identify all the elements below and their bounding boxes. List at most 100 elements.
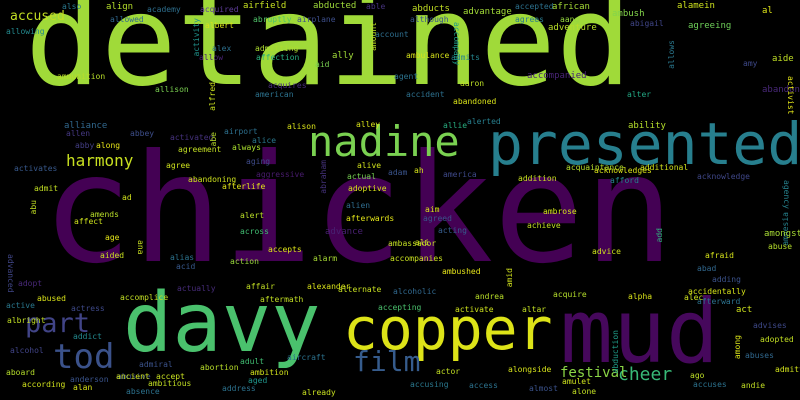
word-amount: account — [375, 30, 409, 39]
word-age: ambassador — [388, 239, 437, 248]
word-alarm: accompanies — [390, 254, 443, 263]
word-agreeing: agreeing — [688, 21, 732, 31]
word-amends: across — [240, 227, 269, 236]
word-acquired: acquired — [200, 5, 239, 14]
word-abandoning: aggressive — [256, 170, 305, 179]
word-accompany: allows — [667, 40, 676, 69]
word-always: agreement — [178, 145, 222, 154]
word-film: film — [353, 345, 421, 378]
word-andie: according — [22, 380, 66, 389]
word-academy: academy — [147, 5, 181, 14]
word-al: al — [762, 6, 773, 16]
word-adventure: adventure — [548, 23, 597, 33]
word-afterlife: adoptive — [348, 184, 387, 193]
word-festival: festival — [560, 365, 628, 381]
word-admit: afterlife — [222, 182, 266, 191]
word-alternate: alcoholic — [393, 287, 437, 296]
word-align: align — [106, 2, 134, 12]
word-affection: affection — [256, 53, 300, 62]
word-afterwards: aim — [425, 205, 440, 214]
word-accomplice: aftermath — [260, 295, 304, 304]
word-anderson: ambitious — [148, 379, 192, 388]
word-alien: agency — [782, 180, 791, 209]
word-allowing: allowing — [6, 27, 45, 36]
word-allows: amy — [743, 59, 758, 68]
word-allison: alfred — [208, 82, 217, 111]
word-admitted: aboard — [6, 368, 35, 377]
word-access: almost — [529, 384, 558, 393]
word-agree: aging — [246, 157, 271, 166]
word-davy: davy — [123, 276, 321, 371]
word-aang: aang — [560, 15, 580, 24]
word-abe: always — [232, 143, 261, 152]
word-alex: alex — [212, 44, 232, 53]
word-accompanied: alter — [627, 90, 652, 99]
word-ad: affect — [74, 217, 103, 226]
word-acquires: agent — [394, 72, 419, 81]
word-afford: admit — [34, 184, 59, 193]
word-airfield: airfield — [243, 1, 287, 11]
word-abducts: abducts — [412, 4, 450, 14]
word-activated: airport — [224, 127, 258, 136]
word-admiral: adult — [240, 357, 265, 366]
word-abusive: ancient — [116, 372, 150, 381]
word-among: adopted — [760, 335, 794, 344]
word-agent: accident — [406, 90, 445, 99]
word-ambushed: abad — [697, 264, 717, 273]
word-advance: achieve — [527, 221, 561, 230]
word-aaron: accompanied — [527, 71, 587, 81]
word-along: alley — [356, 120, 381, 129]
word-accept: abortion — [200, 363, 239, 372]
word-admits: accompany — [452, 22, 461, 66]
word-actress: accepting — [378, 303, 422, 312]
word-ambassador: ali — [415, 238, 430, 247]
word-allow: allow — [199, 53, 224, 62]
word-adult: aircraft — [287, 353, 326, 362]
word-agreement: abby — [75, 141, 95, 150]
word-abbey: activated — [170, 133, 214, 142]
word-abu: ad — [122, 193, 132, 202]
word-although: although — [410, 15, 449, 24]
word-abortion: ambition — [250, 368, 289, 377]
word-abby: activates — [14, 164, 58, 173]
word-aim: ambrose — [543, 207, 577, 216]
word-almost: amulet — [562, 377, 591, 386]
word-alias: action — [230, 257, 259, 266]
word-cheer: cheer — [618, 364, 673, 385]
word-alpha: alec — [684, 293, 704, 302]
word-across: advance — [325, 227, 363, 237]
word-aided: ana — [136, 240, 145, 255]
word-achieve: acting — [438, 226, 467, 235]
word-actor: ago — [690, 371, 705, 380]
word-alter: abandon — [762, 85, 800, 95]
word-allie: alerted — [467, 117, 501, 126]
word-airplane: airplane — [297, 15, 336, 24]
word-abuse: alias — [170, 253, 195, 262]
word-accuses: andie — [741, 381, 766, 390]
word-abandon: activist — [786, 76, 795, 115]
word-ability: abbey — [130, 129, 155, 138]
word-active: actress — [71, 304, 105, 313]
word-accusing: access — [469, 381, 498, 390]
word-america: acquaintance — [566, 163, 624, 172]
word-already: alone — [572, 387, 597, 396]
word-alamein: alamein — [677, 1, 715, 11]
word-albert: albert — [205, 21, 234, 30]
word-acquire: alpha — [628, 292, 653, 301]
word-alert: afterwards — [346, 214, 395, 223]
word-part: part — [25, 308, 91, 339]
word-ali: amongst — [764, 229, 800, 239]
word-according: alan — [73, 383, 93, 392]
word-alec: afterward — [697, 297, 741, 306]
word-abused: accomplice — [120, 293, 169, 302]
word-detained: detained — [25, 0, 632, 114]
word-andrea: acquire — [553, 290, 587, 299]
word-acid: ambushed — [442, 267, 481, 276]
word-ago: admitted — [775, 365, 800, 374]
word-advantage: advantage — [463, 7, 512, 17]
word-ambitious: aged — [248, 376, 268, 385]
word-aid: aid — [315, 60, 330, 69]
word-ally: ally — [332, 51, 354, 61]
word-abigail: abigail — [630, 19, 664, 28]
word-ambition: actor — [436, 367, 461, 376]
